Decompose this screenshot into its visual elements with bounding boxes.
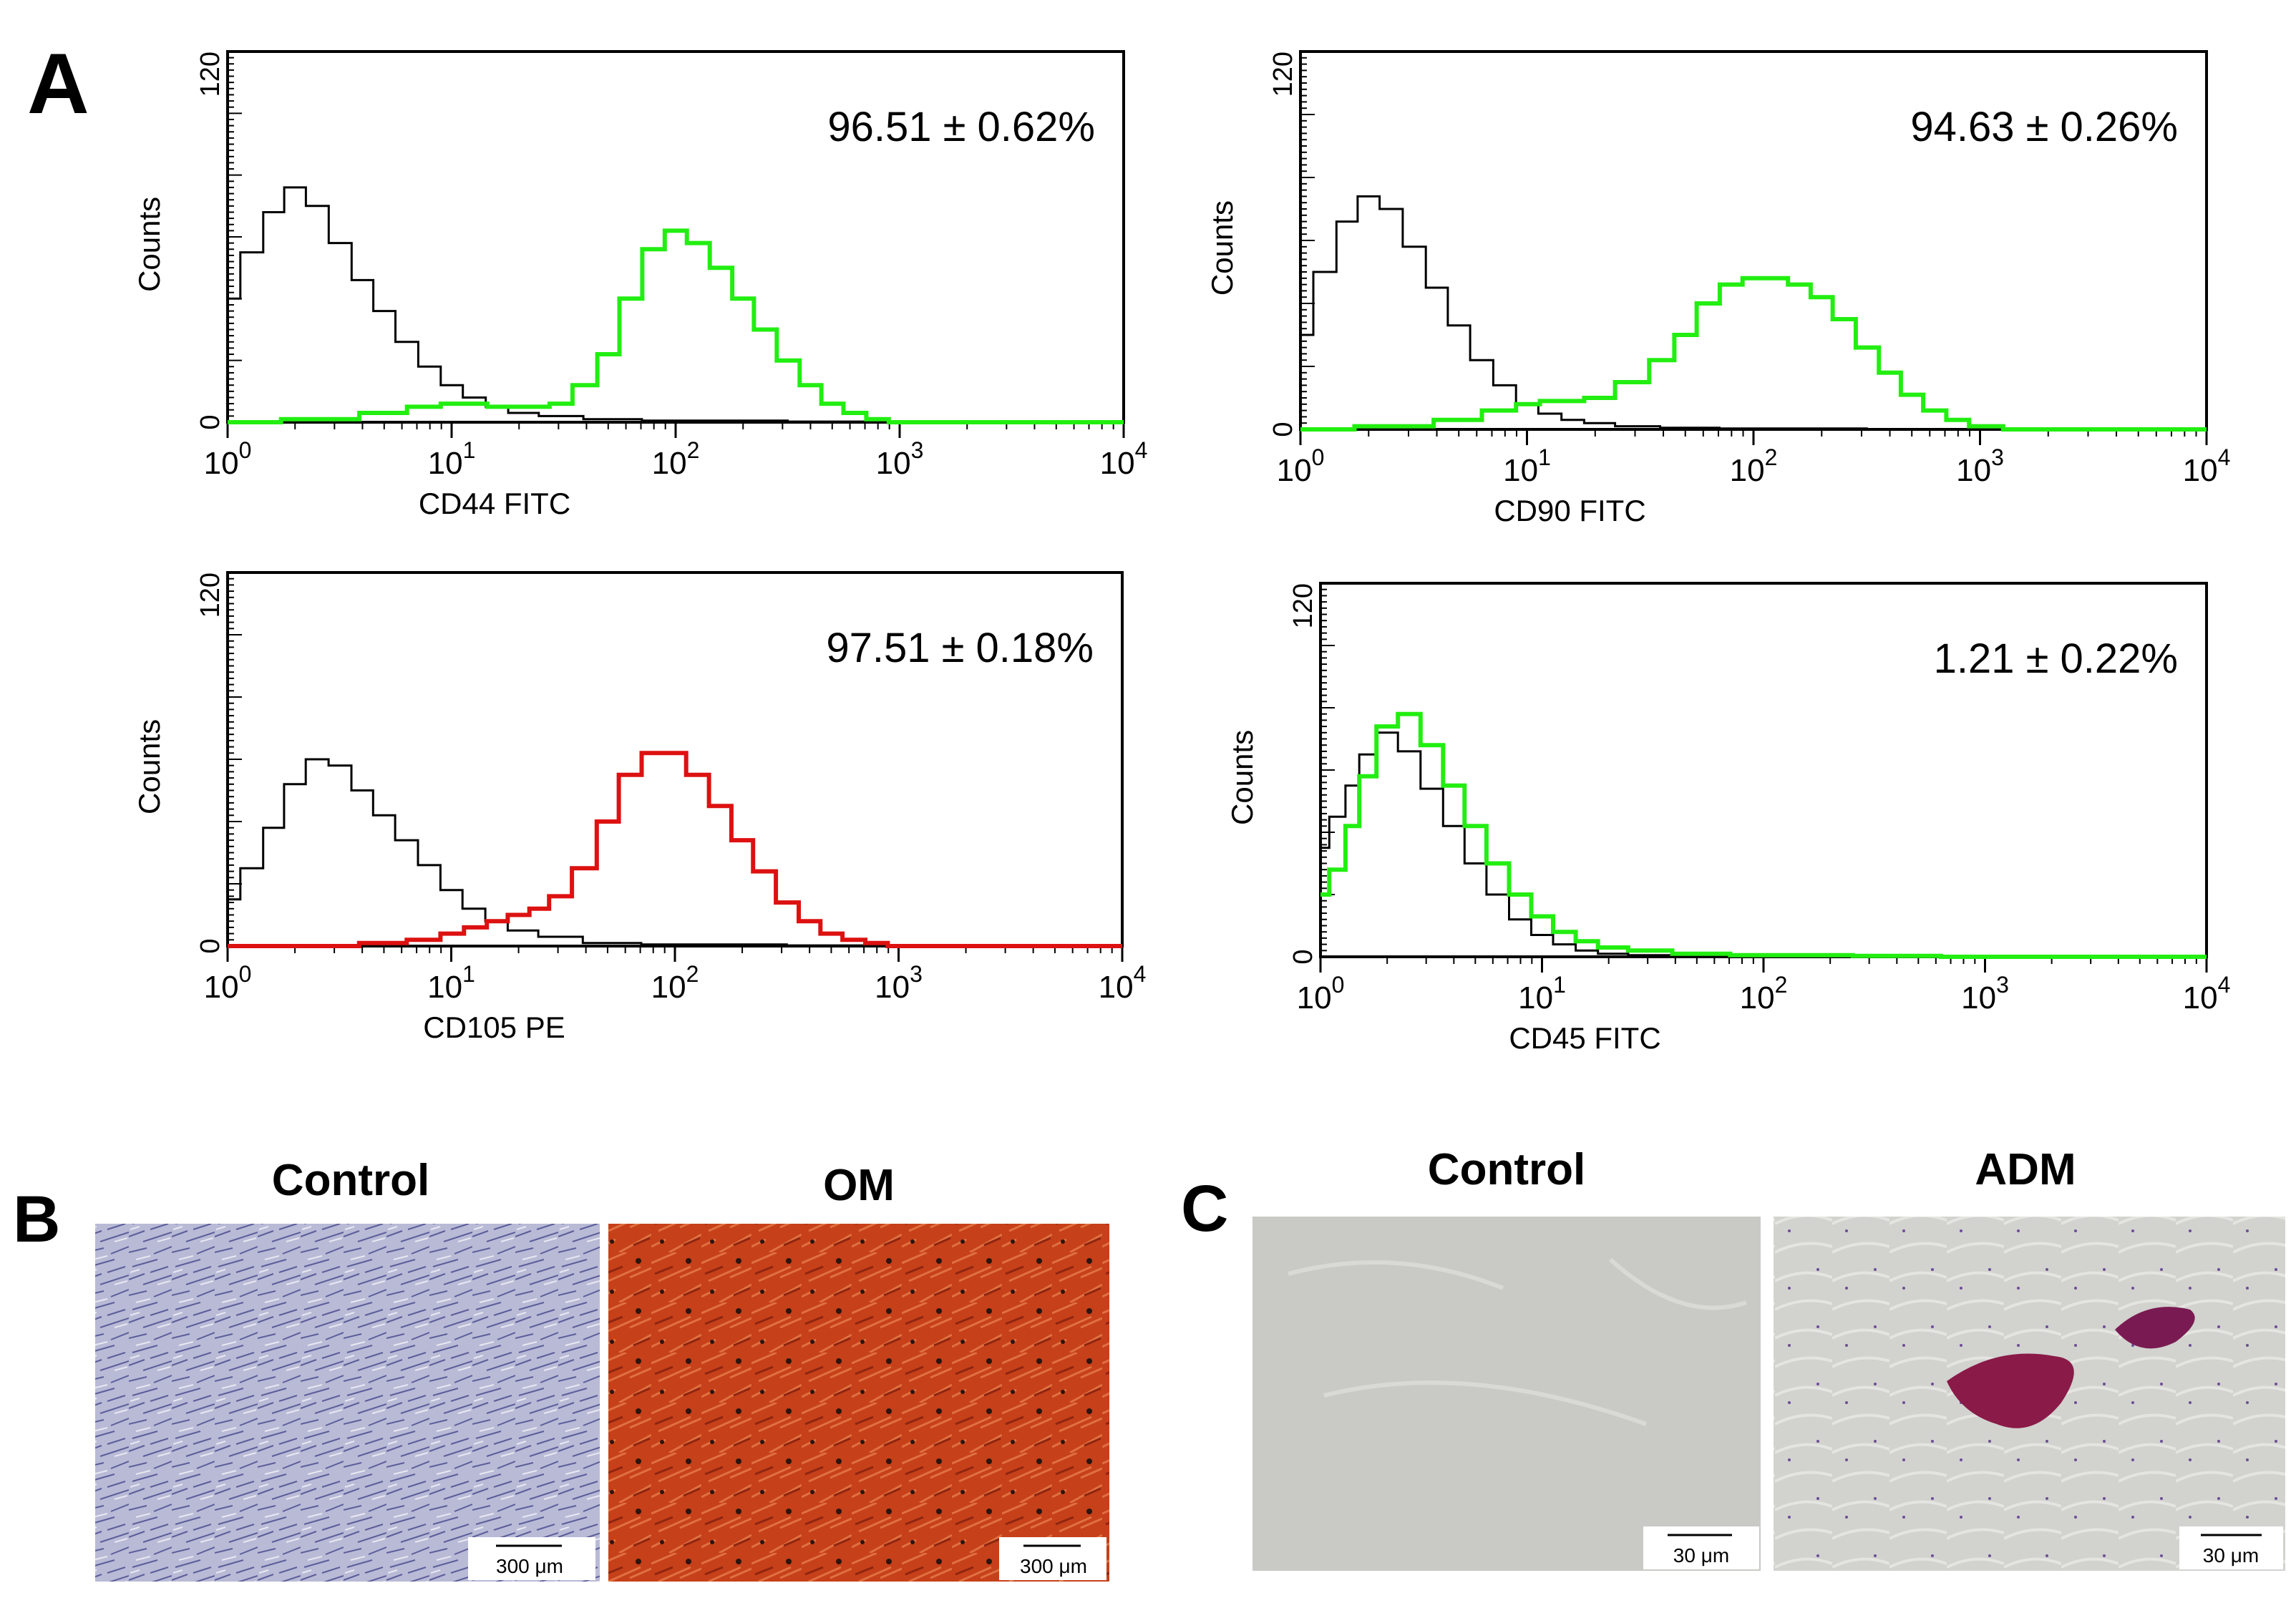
c-control-scalebar-box [1643, 1526, 1759, 1569]
x-tick-label: 102 [652, 437, 700, 481]
x-tick-label: 100 [204, 437, 252, 481]
y-tick-label-120: 120 [195, 573, 225, 618]
x-tick-label: 104 [2183, 444, 2231, 488]
histogram-cd45: 100 101 102 103 104 0 120 CD45 FITC Counts 1.21 ±… [1225, 582, 2231, 1055]
isotype-control-series [1300, 195, 2207, 431]
y-tick-label-120: 120 [195, 52, 225, 97]
percent-annotation: 96.51 ± 0.62% [827, 104, 1095, 150]
histogram-cd105: 100 101 102 103 104 0 120 CD105 PE Counts 97.51 ±… [132, 571, 1147, 1044]
c-adm-scalebar-box [2179, 1526, 2283, 1569]
x-tick-label: 103 [1961, 972, 2009, 1015]
marker-series-cd45 [1320, 711, 2207, 959]
x-tick-label: 101 [1518, 972, 1566, 1015]
x-tick-label: 104 [2183, 972, 2231, 1015]
x-tick-label: 100 [1277, 444, 1325, 488]
x-axis-label: CD45 FITC [1509, 1021, 1660, 1055]
x-tick-label: 101 [427, 961, 475, 1005]
y-tick-label-120: 120 [1288, 583, 1318, 628]
c-adm-stained-cells-2 [2115, 1307, 2195, 1349]
c-adm-title: ADM [1975, 1145, 2076, 1194]
isotype-control-series [228, 758, 1122, 947]
isotype-control-series [1320, 731, 2207, 958]
percent-annotation: 97.51 ± 0.18% [826, 625, 1094, 671]
y-axis-label: Counts [1225, 730, 1259, 825]
b-control-title: Control [272, 1156, 429, 1205]
x-axis-label: CD44 FITC [419, 487, 570, 520]
x-tick-label: 103 [876, 437, 924, 481]
x-axis-label: CD105 PE [423, 1010, 565, 1044]
x-tick-label: 102 [1730, 444, 1778, 488]
b-control-micrograph [95, 1224, 600, 1582]
b-om-scalebar-box [999, 1537, 1106, 1580]
isotype-control-series [228, 186, 1124, 424]
x-tick-label: 104 [1099, 961, 1147, 1005]
x-tick-label: 104 [1100, 437, 1148, 481]
x-tick-label: 103 [875, 961, 923, 1005]
y-axis-label: Counts [132, 197, 166, 292]
x-tick-label: 101 [428, 437, 476, 481]
y-tick-label-0: 0 [195, 938, 225, 953]
y-tick-label-120: 120 [1268, 52, 1298, 97]
x-tick-label: 102 [651, 961, 699, 1005]
c-control-texture [1288, 1257, 1747, 1426]
y-tick-label-0: 0 [1288, 949, 1318, 964]
y-axis-label: Counts [1205, 200, 1239, 296]
x-tick-label: 101 [1503, 444, 1551, 488]
b-om-scalebar-label: 300 μm [1020, 1555, 1087, 1577]
y-tick-label-0: 0 [1268, 422, 1298, 437]
marker-series-cd105 [228, 751, 1122, 948]
percent-annotation: 1.21 ± 0.22% [1934, 635, 2178, 682]
b-control-scalebar-label: 300 μm [496, 1555, 563, 1577]
panel-label-a: A [27, 36, 89, 132]
percent-annotation: 94.63 ± 0.26% [1910, 104, 2178, 150]
marker-series-cd44 [228, 228, 1124, 424]
y-tick-label-0: 0 [195, 414, 225, 429]
marker-series-cd90 [1300, 276, 2207, 432]
b-control-scalebar-box [468, 1537, 595, 1580]
histogram-cd90: 100 101 102 103 104 0 120 CD90 FITC Counts 94.63 … [1205, 50, 2231, 527]
panel-label-c: C [1181, 1172, 1228, 1245]
x-tick-label: 100 [1297, 972, 1345, 1015]
x-axis-label: CD90 FITC [1494, 494, 1645, 527]
x-tick-label: 102 [1740, 972, 1788, 1015]
b-om-title: OM [823, 1161, 895, 1210]
c-adm-stained-cells [1947, 1353, 2074, 1428]
panel-label-b: B [13, 1183, 60, 1256]
c-control-scalebar-label: 30 μm [1673, 1544, 1729, 1567]
x-tick-label: 103 [1956, 444, 2004, 488]
y-axis-label: Counts [132, 719, 166, 814]
x-tick-label: 100 [204, 961, 252, 1005]
c-adm-scalebar-label: 30 μm [2203, 1544, 2259, 1567]
histogram-cd44: 100 101 102 103 104 0 120 CD44 FITC Counts 96.51 … [132, 50, 1148, 520]
c-control-title: Control [1428, 1145, 1585, 1194]
b-om-micrograph [608, 1224, 1109, 1582]
